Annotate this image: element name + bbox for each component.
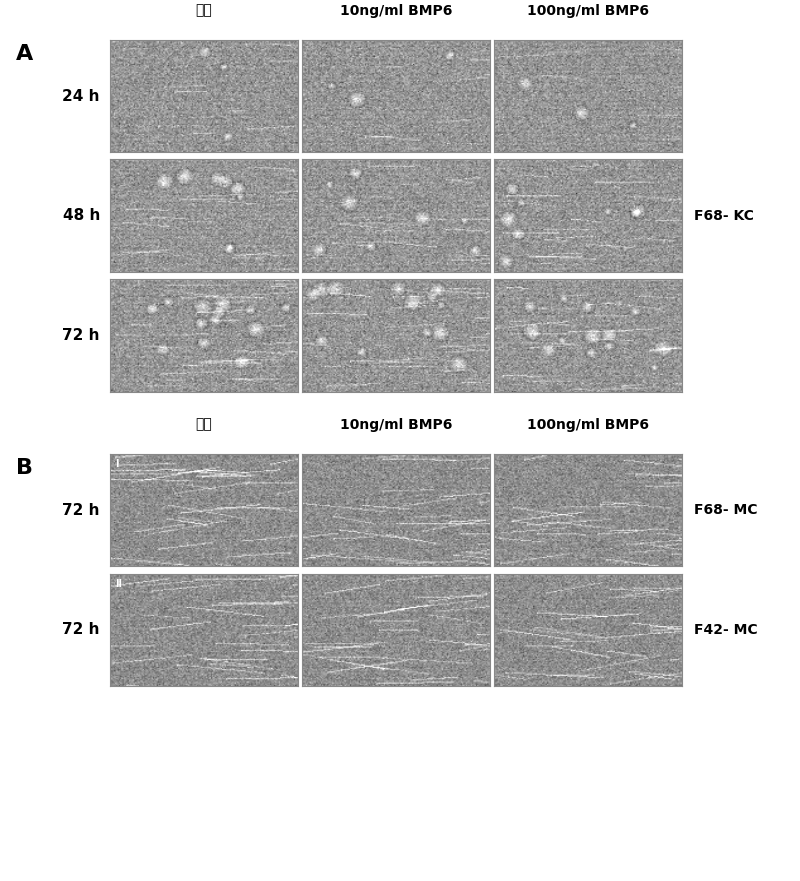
Text: 100ng/ml BMP6: 100ng/ml BMP6: [527, 418, 649, 432]
Text: 基准: 基准: [196, 4, 212, 18]
Text: 72 h: 72 h: [62, 502, 100, 518]
Text: 100ng/ml BMP6: 100ng/ml BMP6: [527, 4, 649, 18]
Text: 10ng/ml BMP6: 10ng/ml BMP6: [340, 418, 452, 432]
Text: 72 h: 72 h: [62, 328, 100, 344]
Text: F42- MC: F42- MC: [694, 623, 758, 637]
Text: F68- KC: F68- KC: [694, 209, 754, 223]
Text: F68- MC: F68- MC: [694, 503, 757, 517]
Text: 基准: 基准: [196, 418, 212, 432]
Text: II: II: [115, 579, 122, 589]
Text: B: B: [16, 458, 33, 478]
Text: 10ng/ml BMP6: 10ng/ml BMP6: [340, 4, 452, 18]
Text: 48 h: 48 h: [62, 208, 100, 224]
Text: A: A: [16, 44, 34, 64]
Text: 72 h: 72 h: [62, 622, 100, 638]
Text: I: I: [115, 459, 118, 470]
Text: 24 h: 24 h: [62, 88, 100, 104]
